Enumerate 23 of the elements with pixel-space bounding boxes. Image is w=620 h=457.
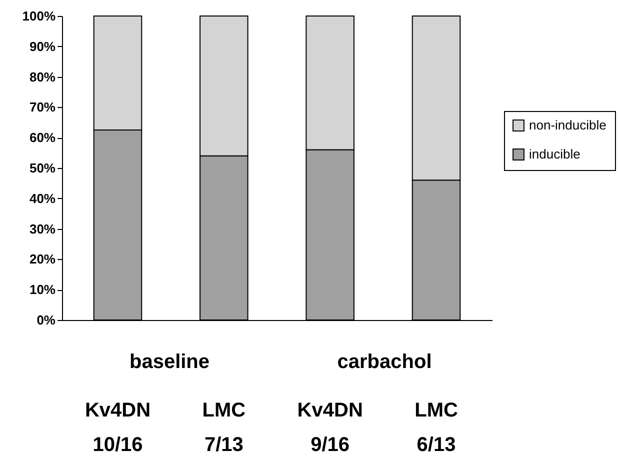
text: carbachol xyxy=(337,351,432,373)
text: 10/16 xyxy=(92,434,143,456)
y-tick-label: 10% xyxy=(29,282,56,298)
legend-label: non-inducible xyxy=(529,118,606,132)
y-tick-label: 100% xyxy=(22,8,56,24)
y-tick-label: 40% xyxy=(29,190,56,206)
text: 9/16 xyxy=(310,434,350,456)
y-tick-label: 50% xyxy=(29,160,56,176)
text: 6/13 xyxy=(416,434,456,456)
legend-label: inducible xyxy=(529,146,580,162)
y-tick-label: 80% xyxy=(29,69,56,84)
y-tick-label: 70% xyxy=(29,100,56,115)
text: 7/13 xyxy=(204,434,244,456)
y-tick-label: 30% xyxy=(29,221,56,236)
text: baseline xyxy=(129,351,210,373)
y-tick-label: 20% xyxy=(29,252,56,267)
y-tick-label: 60% xyxy=(29,130,56,146)
x-tick-label: LMC xyxy=(414,400,458,422)
y-tick-label: 90% xyxy=(29,38,56,54)
y-tick-label: 0% xyxy=(36,312,56,328)
x-tick-label: Kv4DN xyxy=(84,400,151,422)
x-tick-label: Kv4DN xyxy=(297,400,363,422)
x-tick-label: LMC xyxy=(202,400,246,422)
